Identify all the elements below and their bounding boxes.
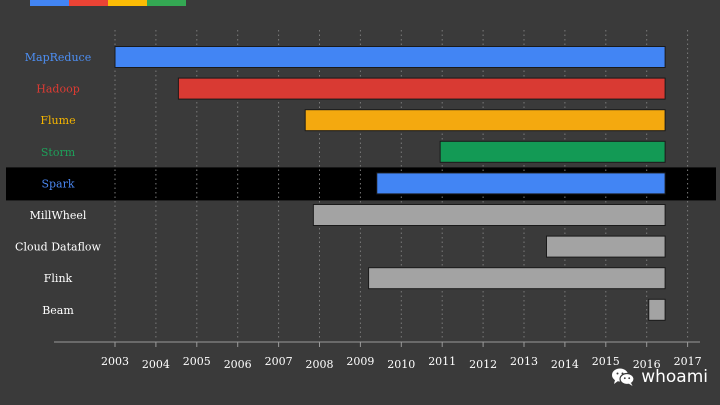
category-label: MillWheel bbox=[30, 209, 87, 222]
bars bbox=[114, 46, 666, 321]
bar-spark bbox=[376, 172, 666, 195]
bar-mapreduce bbox=[114, 46, 666, 68]
x-tick-label: 2010 bbox=[387, 358, 415, 371]
bar-hadoop bbox=[177, 77, 666, 100]
wechat-icon bbox=[612, 368, 635, 386]
brand-strip-segment bbox=[30, 0, 69, 6]
category-label: Flink bbox=[44, 272, 73, 285]
x-tick-label: 2005 bbox=[183, 355, 211, 368]
category-label: MapReduce bbox=[25, 51, 91, 64]
category-label: Storm bbox=[41, 146, 76, 159]
x-tick-label: 2004 bbox=[142, 358, 170, 371]
brand-strip-segment bbox=[108, 0, 147, 6]
brand-strip-segment bbox=[69, 0, 108, 6]
brand-color-strip bbox=[30, 0, 186, 6]
x-tick-label: 2008 bbox=[306, 358, 334, 371]
x-tick-label: 2009 bbox=[346, 355, 374, 368]
bar-storm bbox=[439, 140, 666, 163]
brand-strip-segment bbox=[147, 0, 186, 6]
x-tick-label: 2007 bbox=[265, 355, 293, 368]
x-tick-label: 2017 bbox=[674, 355, 702, 368]
x-tick-label: 2013 bbox=[510, 355, 538, 368]
x-tick-label: 2015 bbox=[592, 355, 620, 368]
category-label: Flume bbox=[40, 114, 75, 127]
category-labels: MapReduce Hadoop Flume Storm Spark MillWheel C… bbox=[15, 51, 101, 317]
category-label: Beam bbox=[42, 304, 74, 317]
watermark: whoami bbox=[611, 367, 708, 387]
bar-flume bbox=[304, 109, 666, 132]
x-tick-label: 2011 bbox=[428, 355, 456, 368]
bar-flink bbox=[368, 267, 666, 290]
category-label: Hadoop bbox=[36, 83, 79, 96]
x-tick-label: 2003 bbox=[101, 355, 129, 368]
category-label: Cloud Dataflow bbox=[15, 241, 101, 254]
category-label: Spark bbox=[41, 177, 74, 190]
watermark-text: whoami bbox=[641, 367, 708, 387]
bar-beam bbox=[648, 298, 666, 321]
bar-millwheel bbox=[312, 204, 666, 226]
x-tick-label: 2012 bbox=[469, 358, 497, 371]
x-tick-label: 2006 bbox=[224, 358, 252, 371]
bar-cloud-dataflow bbox=[545, 235, 666, 258]
x-tick-label: 2014 bbox=[551, 358, 579, 371]
x-axis: 2003 2004 2005 2006 2007 2008 2009 2010 2011 2012… bbox=[54, 341, 702, 371]
x-tick-label: 2016 bbox=[633, 358, 661, 371]
